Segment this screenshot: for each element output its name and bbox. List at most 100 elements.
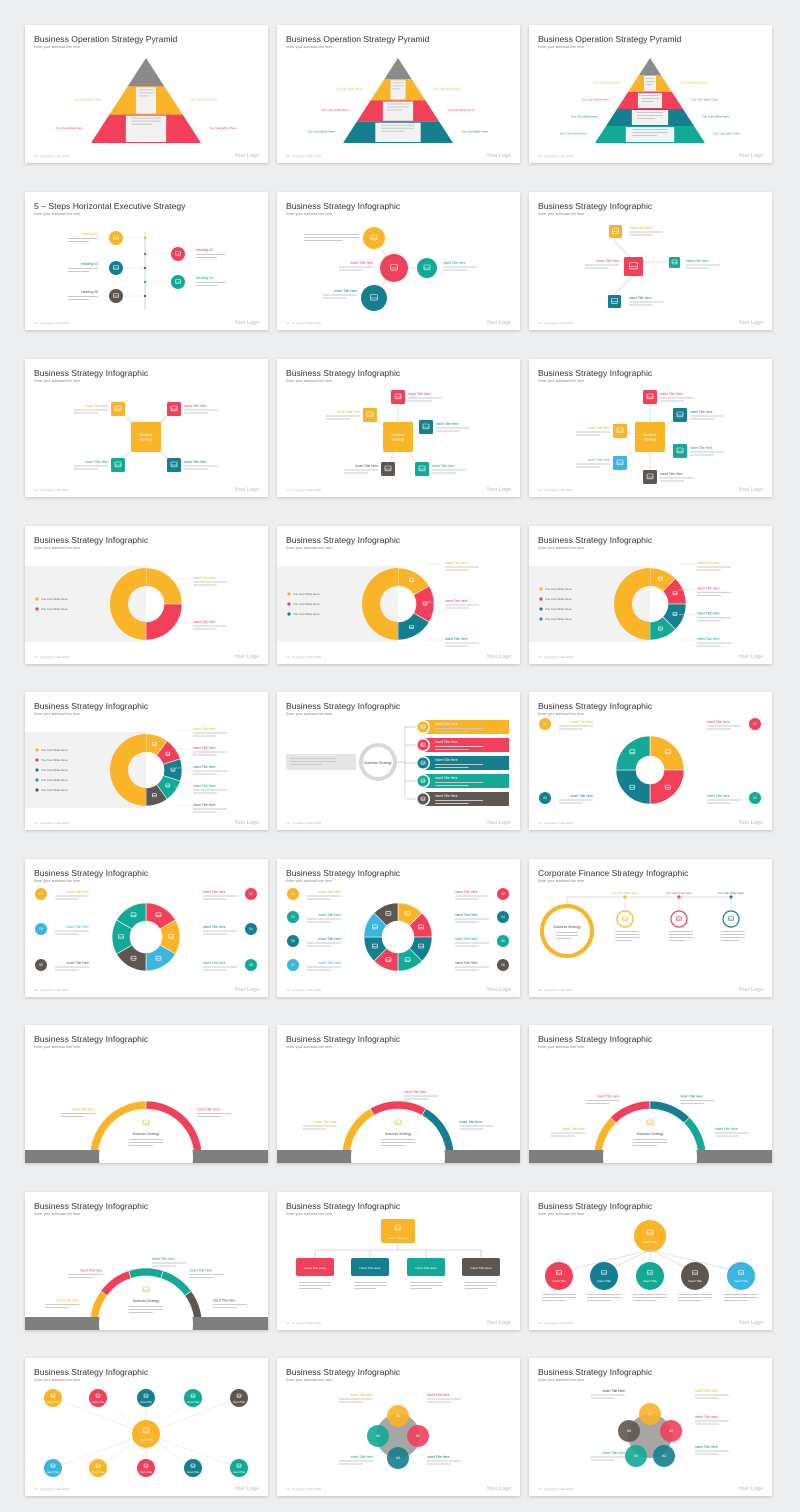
placeholder-text-line [354,1288,377,1289]
slide-thumbnail[interactable]: Business Strategy Infographic Enter your … [277,1358,520,1496]
slide-thumbnail[interactable]: Business Operation Strategy Pyramid Enter… [529,25,772,163]
placeholder-text-line [690,454,714,456]
placeholder-text-line [435,803,469,804]
placeholder-text-line [45,1303,80,1305]
slide-thumbnail[interactable]: Business Operation Strategy Pyramid Enter… [277,25,520,163]
insert-title-label: Insert Title Here [351,261,374,265]
venn-circle [367,1425,389,1447]
number-badge [245,923,257,935]
pyramid-text-panel [390,80,406,100]
slide-thumbnail[interactable]: Business Strategy Infographic Enter your … [277,859,520,997]
placeholder-text-line [290,758,336,759]
slide-thumbnail[interactable]: Business Strategy Infographic Enter your … [25,526,268,664]
slide-thumbnail[interactable]: Business Strategy Infographic Enter your … [529,692,772,830]
placeholder-text-line [193,628,217,630]
placeholder-text-line [615,931,639,932]
number-badge [35,923,47,935]
badge-number: 04 [501,915,505,919]
slide-title: Business Strategy Infographic [34,1367,149,1377]
slide-thumbnail[interactable]: Business Strategy Infographic Enter your … [277,526,520,664]
slide-subtitle: Enter your subhead line here [34,1212,81,1216]
step-heading: Heading 03 [81,262,98,266]
slide-thumbnail[interactable]: Business Strategy Infographic Enter your … [277,1192,520,1330]
placeholder-text-line [193,754,217,756]
business-icon [418,943,424,949]
venn-circle [625,1445,647,1467]
business-icon [404,911,411,916]
slide-subtitle: Enter your subhead line here [538,879,585,883]
slide-thumbnail[interactable]: Business Strategy Infographic Enter your … [529,192,772,330]
slide-thumbnail[interactable]: Business Strategy Infographic Enter your … [529,1358,772,1496]
slide-thumbnail[interactable]: Business Operation Strategy Pyramid Enter… [25,25,268,163]
slide-subtitle: Enter your subhead line here [286,1045,333,1049]
slide-thumbnail[interactable]: Business Strategy Infographic Enter your … [529,1192,772,1330]
pyramid-left-label: You Can Write Here [582,98,610,102]
placeholder-text-line [299,1288,322,1289]
pyramid-apex [639,58,661,75]
business-icon [50,1463,56,1468]
placeholder-text-line [131,117,161,119]
slide-thumbnail[interactable]: Business Strategy Infographic Enter your … [25,859,268,997]
slide-logo: Your Logo [234,487,259,493]
placeholder-text-line [721,940,738,941]
business-icon [113,293,119,298]
slide-thumbnail[interactable]: Business Strategy Infographic Enter your … [25,692,268,830]
slide-thumbnail[interactable]: Corporate Finance Strategy Infographic En… [529,859,772,997]
placeholder-text-line [184,412,208,414]
business-icon [646,1119,654,1126]
slide-logo: Your Logo [234,153,259,159]
legend-label: You Can Write Here [41,607,68,611]
slide-thumbnail[interactable]: 5 – Steps Horizontal Executive Strategy E… [25,192,268,330]
slide-thumbnail[interactable]: Business Strategy Infographic Enter your … [529,526,772,664]
slide-thumbnail[interactable]: Business Strategy Infographic Enter your … [277,192,520,330]
insert-title-label: Insert Title Here [459,1120,482,1124]
badge-number: 05 [39,963,43,967]
slide-thumbnail[interactable]: Business Strategy Infographic Enter your … [529,359,772,497]
tree-circle [681,1262,709,1290]
tree-circle [590,1262,618,1290]
tree-card [296,1258,334,1276]
placeholder-text-line [74,409,108,411]
placeholder-text-line [404,1095,438,1097]
placeholder-text-line [68,241,89,242]
slide-thumbnail[interactable]: Business Strategy Infographic Enter your … [25,1192,268,1330]
number-badge [287,911,299,923]
top-title: Insert Title [643,1240,657,1244]
insert-title-label: Insert Title Here [351,1455,374,1459]
insert-title-label: Insert Title Here [690,446,713,450]
placeholder-text-line [410,1282,442,1283]
slide-thumbnail[interactable]: Business Strategy Infographic Enter your … [277,1025,520,1163]
placeholder-text-line [68,271,89,272]
bar-title: Insert Title Here [435,722,458,726]
slide-thumbnail[interactable]: Business Strategy Infographic Enter your … [277,692,520,830]
inner-disc [351,1110,445,1163]
slide-subtitle: Enter your subhead line here [286,879,333,883]
hub-node [89,1389,107,1407]
info-bar [425,720,509,734]
placeholder-text-line [55,898,79,900]
slide-thumbnail[interactable]: Business Strategy Infographic Enter your … [529,1025,772,1163]
slide-thumbnail[interactable]: Business Strategy Infographic Enter your … [25,1358,268,1496]
business-icon [95,1393,101,1398]
insert-title-label: Insert Title Here [193,784,216,788]
info-bar [425,756,509,770]
placeholder-text-line [550,1132,585,1134]
placeholder-text-line [587,1300,611,1301]
placeholder-text-line [129,1142,163,1143]
placeholder-text-line [339,269,363,271]
placeholder-text-line [408,400,432,402]
placeholder-text-line [690,451,724,453]
slide-thumbnail[interactable]: Business Strategy Infographic Enter your … [25,1025,268,1163]
step-heading: Heading 01 [81,232,98,236]
hub-node [137,1389,155,1407]
business-icon [142,1427,150,1434]
slide-thumbnail[interactable]: Business Strategy Infographic Enter your … [277,359,520,497]
insert-title-label: Insert Title Here [203,925,226,929]
placeholder-text-line [641,101,654,102]
slide-thumbnail[interactable]: Business Strategy Infographic Enter your … [25,359,268,497]
slide-title: Business Strategy Infographic [34,1034,149,1044]
placeholder-text-line [436,430,460,432]
placeholder-text-line [636,112,664,113]
slide-infographic: You Can Write Here You Can Write Here You … [25,727,227,813]
